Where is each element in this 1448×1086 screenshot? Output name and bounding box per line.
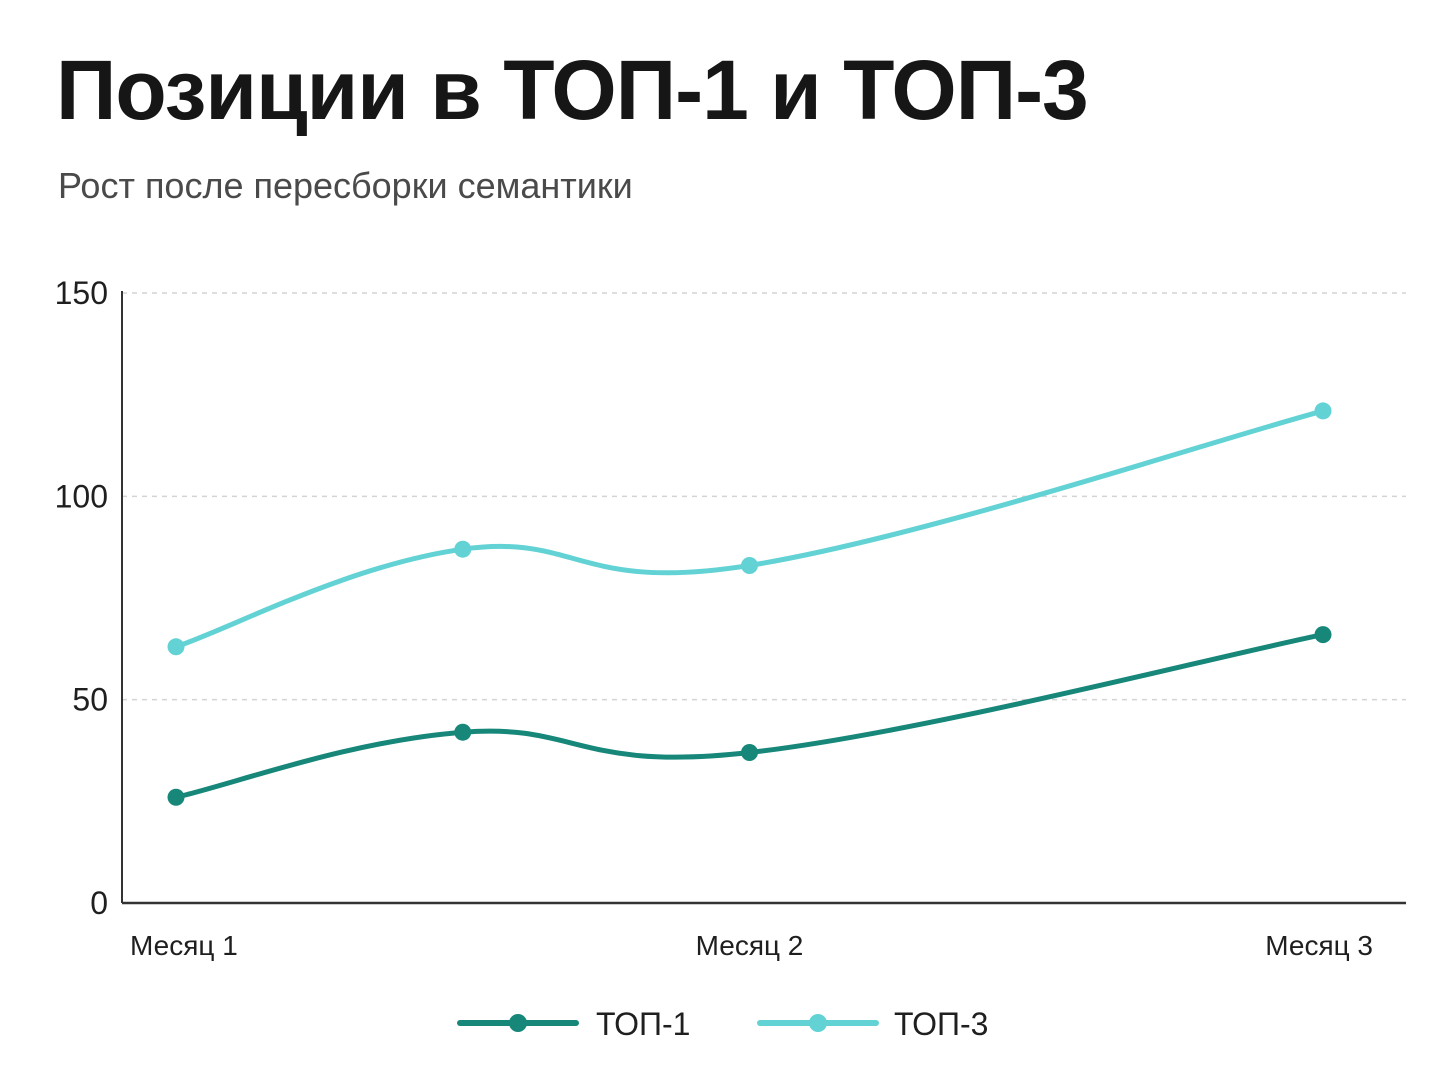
x-tick-labels: Месяц 1 Месяц 2 Месяц 3 [130, 930, 1373, 961]
data-point-1-2 [454, 723, 472, 741]
y-tick-label: 100 [55, 478, 108, 514]
x-tick-label: Месяц 3 [1265, 930, 1373, 961]
y-tick-label: 50 [72, 682, 108, 718]
series [167, 402, 1332, 806]
data-point-1-3 [741, 744, 758, 762]
legend-swatch-dot-1 [509, 1014, 527, 1032]
data-point-2-3 [741, 556, 758, 574]
y-tick-labels: 0 50 100 150 [55, 275, 108, 921]
y-tick-label: 150 [55, 275, 108, 311]
data-point-2-1 [167, 638, 185, 656]
x-tick-label: Месяц 2 [696, 930, 804, 961]
legend-swatch-dot-2 [809, 1014, 827, 1032]
chart-title: Позиции в ТОП-1 и ТОП-3 [56, 43, 1089, 137]
gridlines [122, 292, 1406, 701]
x-tick-label: Месяц 1 [130, 930, 238, 961]
series-line-2 [173, 408, 1326, 650]
legend-label-2: ТОП-3 [894, 1006, 988, 1042]
axes [121, 291, 1406, 905]
data-point-1-4 [1314, 626, 1332, 644]
series-line-1 [173, 632, 1326, 800]
data-point-2-4 [1314, 402, 1332, 420]
data-point-2-2 [454, 540, 472, 558]
legend-label-1: ТОП-1 [596, 1006, 690, 1042]
y-tick-label: 0 [90, 885, 108, 921]
chart-subtitle: Рост после пересборки семантики [58, 165, 633, 206]
data-point-1-1 [167, 788, 185, 806]
legend: ТОП-1 ТОП-3 [457, 1006, 988, 1042]
